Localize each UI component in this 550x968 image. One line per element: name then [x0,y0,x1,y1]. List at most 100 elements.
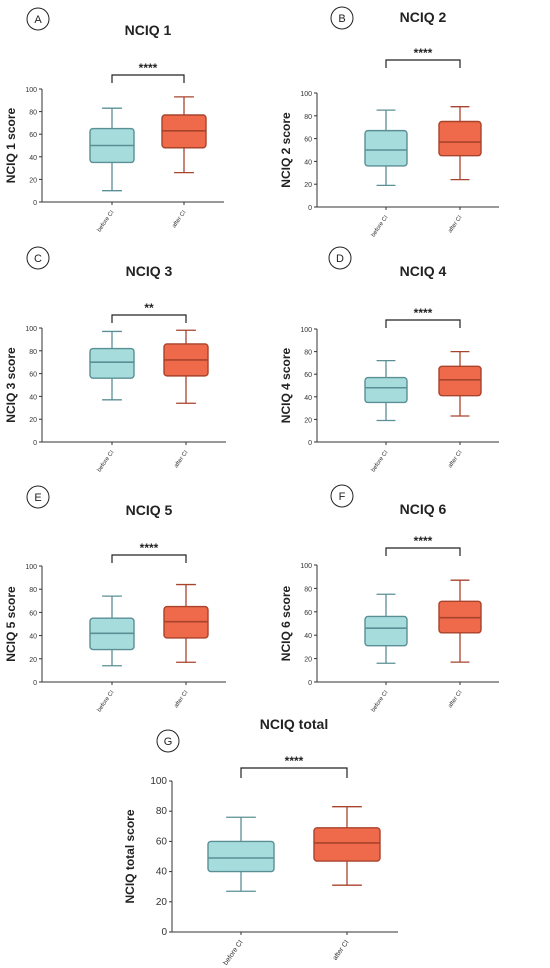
chart-title: NCIQ total [260,716,328,732]
y-tick-label: 100 [300,327,312,334]
panel-letter-circle [330,6,354,30]
y-tick-label: 100 [150,776,167,787]
bracket-line [111,74,185,83]
y-tick-label: 0 [33,200,37,207]
y-tick-label: 20 [29,657,37,664]
x-tick-label: before CI [97,449,116,473]
significance-bracket: **** [111,61,185,83]
significance-label: **** [140,541,159,555]
y-axis-label: NCIQ total score [123,809,137,903]
y-tick-label: 40 [304,159,312,166]
box-before-ci [207,816,275,892]
chart-panel-g: G NCIQ total 0 20 40 60 80 100 NCIQ total score b… [123,716,398,967]
x-tick-label: after CI [447,214,463,234]
box-after-ci [163,583,209,663]
y-tick-label: 60 [304,137,312,144]
y-tick-label: 80 [304,350,312,357]
chart-title: NCIQ 3 [126,263,173,279]
chart-title: NCIQ 6 [400,501,447,517]
iqr-box [364,615,408,647]
chart-panel-e: E NCIQ 5 0 20 40 60 80 100 NCIQ 5 score before CI… [4,485,226,713]
significance-bracket: **** [240,754,348,778]
chart-panel-f: F NCIQ 6 0 20 40 60 80 100 NCIQ 6 score before CI… [279,484,499,713]
y-tick-label: 0 [33,680,37,687]
y-axis-label: NCIQ 6 score [279,585,293,661]
bracket-line [385,59,461,68]
box-before-ci [89,595,135,667]
significance-bracket: ** [111,301,187,323]
panel-letter: D [336,253,344,265]
y-tick-label: 100 [300,91,312,98]
y-axis-label: NCIQ 5 score [4,586,18,662]
chart-title: NCIQ 4 [400,263,447,279]
panel-letter: E [34,492,41,504]
x-tick-label: after CI [447,689,463,709]
panel-letter: G [164,736,173,748]
panel-letter: C [34,253,42,265]
bracket-line [385,547,461,556]
chart-panel-d: D NCIQ 4 0 20 40 60 80 100 NCIQ 4 score before CI… [279,246,499,473]
y-tick-label: 60 [29,610,37,617]
y-tick-label: 100 [25,87,37,94]
iqr-box [207,840,275,873]
y-axis-label: NCIQ 1 score [4,107,18,183]
y-axis-label: NCIQ 4 score [279,347,293,423]
y-tick-label: 100 [25,564,37,571]
y-tick-label: 0 [161,927,167,938]
y-tick-label: 0 [308,680,312,687]
iqr-box [438,365,482,397]
chart-title: NCIQ 1 [125,22,172,38]
y-tick-label: 20 [29,417,37,424]
x-tick-label: after CI [332,939,351,962]
panel-letter: F [339,491,346,503]
box-after-ci [438,579,482,663]
y-tick-label: 60 [29,372,37,379]
iqr-box [364,129,408,167]
y-tick-label: 40 [304,633,312,640]
bracket-line [111,554,187,563]
box-before-ci [364,359,408,422]
x-tick-label: before CI [371,214,390,238]
y-tick-label: 60 [156,836,168,847]
y-tick-label: 80 [304,114,312,121]
y-tick-label: 0 [33,440,37,447]
iqr-box [364,376,408,404]
significance-label: **** [414,306,433,320]
significance-bracket: **** [385,534,461,556]
x-tick-label: after CI [447,449,463,469]
y-tick-label: 40 [29,155,37,162]
iqr-box [89,347,135,379]
x-tick-label: after CI [173,689,189,709]
x-tick-label: after CI [173,449,189,469]
significance-label: **** [285,754,304,768]
chart-title: NCIQ 5 [126,502,173,518]
box-after-ci [313,806,381,886]
box-after-ci [438,350,482,417]
iqr-box [438,120,482,157]
panel-letter: A [34,14,42,26]
panel-letter-circle [328,246,352,270]
y-tick-label: 40 [29,394,37,401]
box-before-ci [364,109,408,186]
y-tick-label: 20 [304,417,312,424]
box-after-ci [161,96,207,174]
bracket-line [240,767,348,778]
bracket-line [111,314,187,323]
y-tick-label: 100 [300,563,312,570]
chart-panel-b: B NCIQ 2 0 20 40 60 80 100 NCIQ 2 score before CI… [279,6,499,238]
y-tick-label: 20 [156,897,168,908]
y-tick-label: 0 [308,205,312,212]
x-tick-label: after CI [171,209,187,229]
bracket-line [385,319,461,328]
y-tick-label: 80 [156,806,168,817]
significance-label: **** [414,46,433,60]
y-tick-label: 40 [156,867,168,878]
panel-letter-circle [26,7,50,31]
y-tick-label: 60 [29,132,37,139]
y-axis-label: NCIQ 3 score [4,347,18,423]
panel-letter-circle [156,729,180,753]
significance-bracket: **** [385,306,461,328]
significance-label: ** [144,301,154,315]
y-tick-label: 40 [29,634,37,641]
